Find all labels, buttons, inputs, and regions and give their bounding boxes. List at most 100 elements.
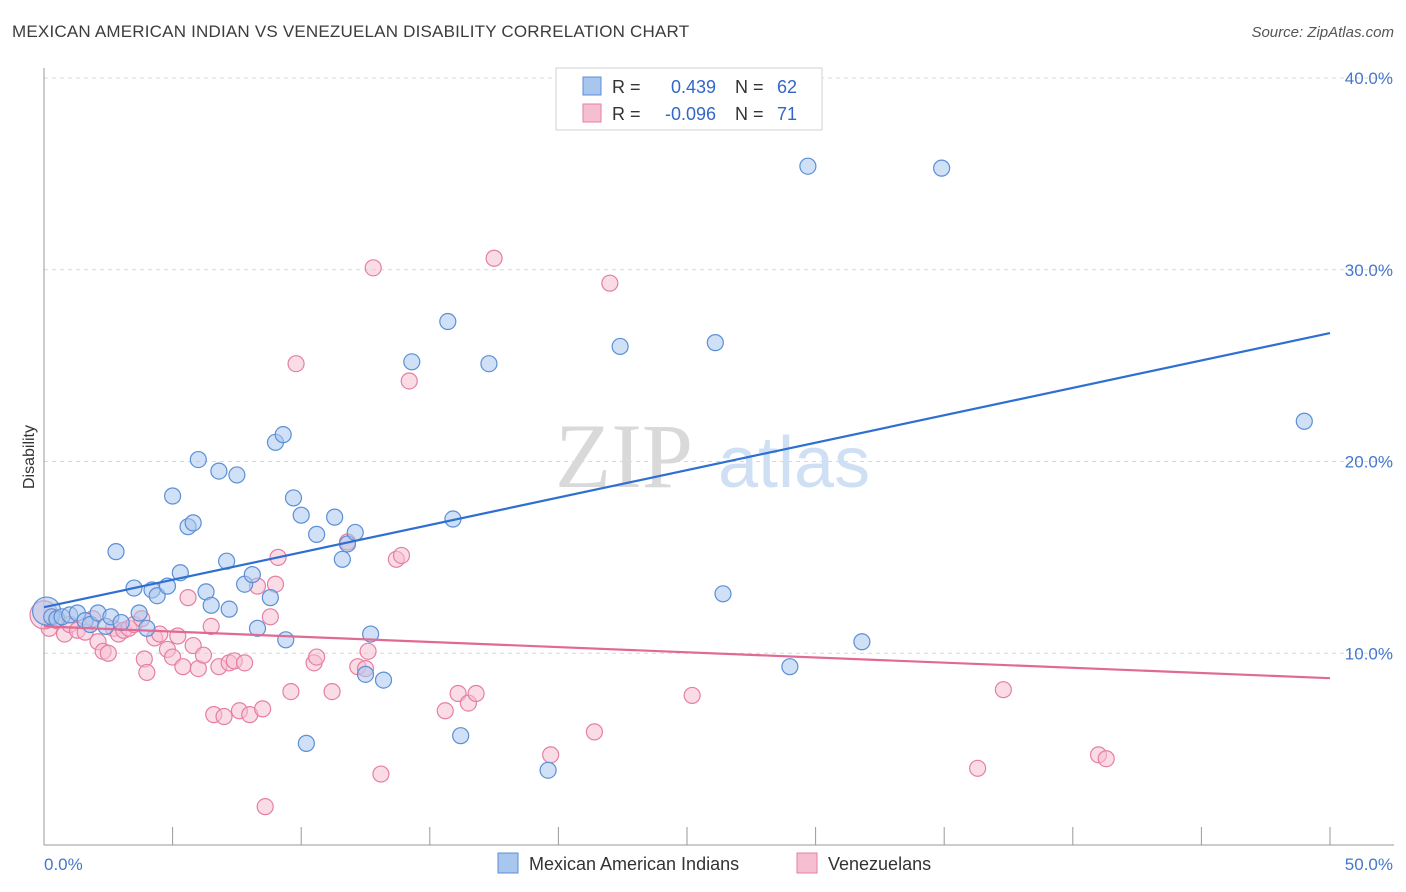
y-tick-label-1: 20.0%: [1345, 453, 1393, 472]
legend-n-value-1: 62: [777, 77, 797, 97]
pink-point-67: [994, 681, 1012, 699]
legend-n-value-2: 71: [777, 104, 797, 124]
x-tick-label-0: 0.0%: [44, 855, 83, 874]
venezuelans-points: [29, 249, 1115, 816]
blue-point-29: [228, 466, 246, 484]
blue-point-61: [1295, 412, 1313, 430]
bottom-legend-label-pink: Venezuelans: [828, 854, 931, 874]
pink-point-27: [194, 646, 213, 664]
pink-point-57: [436, 702, 454, 720]
blue-point-48: [403, 353, 421, 371]
pink-point-43: [282, 682, 300, 701]
pink-point-47: [323, 682, 341, 701]
y-tick-labels: 10.0% 20.0% 30.0% 40.0%: [1345, 69, 1393, 663]
y-tick-label-2: 30.0%: [1345, 261, 1393, 280]
blue-point-28: [220, 600, 238, 618]
chart-title: MEXICAN AMERICAN INDIAN VS VENEZUELAN DI…: [12, 22, 690, 41]
pink-point-69: [1097, 750, 1115, 768]
blue-point-59: [853, 633, 871, 651]
blue-point-40: [308, 525, 326, 543]
blue-point-31: [243, 566, 261, 584]
blue-point-51: [452, 727, 470, 745]
blue-point-22: [184, 514, 202, 532]
blue-point-32: [248, 619, 267, 637]
trend-line-pink: [43, 625, 1331, 680]
pink-point-62: [542, 746, 560, 764]
watermark: ZIP atlas: [555, 405, 870, 507]
pink-point-46: [308, 648, 326, 666]
blue-point-11: [107, 543, 125, 561]
trend-lines: [43, 331, 1331, 680]
pink-point-40: [261, 608, 279, 626]
blue-point-49: [439, 312, 457, 331]
legend-r-label-2: R =: [612, 104, 641, 124]
pink-point-23: [174, 658, 192, 676]
blue-point-19: [164, 487, 182, 505]
blue-point-42: [333, 550, 351, 568]
pink-point-60: [467, 684, 485, 703]
blue-point-26: [210, 462, 228, 480]
blue-point-14: [130, 604, 148, 622]
pink-point-53: [372, 765, 390, 783]
legend-r-label-1: R =: [612, 77, 641, 97]
legend-r-value-2: -0.096: [665, 104, 716, 124]
blue-point-55: [706, 334, 724, 352]
top-legend: R = 0.439 N = 62 R = -0.096 N = 71: [555, 67, 823, 131]
mexican-american-indians-points: [31, 157, 1313, 779]
legend-n-label-2: N =: [735, 104, 764, 124]
pink-point-55: [392, 546, 411, 565]
y-tick-label-3: 40.0%: [1345, 69, 1393, 88]
pink-point-17: [138, 663, 156, 682]
blue-point-45: [356, 665, 375, 683]
blue-point-23: [189, 450, 207, 469]
blue-point-12: [112, 613, 130, 632]
legend-r-value-1: 0.439: [671, 77, 716, 97]
blue-point-53: [539, 761, 557, 779]
pink-point-66: [969, 759, 987, 777]
x-tick-label-1: 50.0%: [1345, 855, 1393, 874]
bottom-legend: Mexican American Indians Venezuelans: [497, 852, 931, 874]
watermark-zip: ZIP: [555, 405, 693, 507]
blue-point-57: [781, 658, 799, 676]
y-tick-label-0: 10.0%: [1345, 644, 1393, 663]
pink-point-39: [256, 798, 274, 816]
blue-point-52: [480, 355, 498, 373]
legend-swatch-pink: [582, 103, 602, 123]
pink-point-65: [683, 686, 701, 705]
blue-point-41: [326, 508, 344, 526]
blue-point-36: [277, 631, 295, 649]
pink-point-44: [287, 355, 305, 373]
pink-point-64: [601, 274, 619, 292]
pink-point-51: [359, 642, 377, 660]
legend-n-label-1: N =: [735, 77, 764, 97]
blue-point-33: [261, 589, 279, 607]
source-credit: Source: ZipAtlas.com: [1251, 24, 1394, 41]
blue-point-58: [799, 157, 817, 175]
bottom-legend-swatch-pink: [796, 852, 818, 874]
pink-point-22: [169, 627, 187, 645]
pink-point-31: [215, 707, 233, 726]
blue-point-25: [202, 596, 220, 614]
bottom-legend-label-blue: Mexican American Indians: [529, 854, 739, 874]
pink-point-38: [254, 700, 272, 718]
blue-point-44: [346, 523, 364, 542]
legend-swatch-blue: [582, 76, 602, 96]
pink-point-52: [364, 259, 382, 277]
pink-point-61: [485, 249, 503, 267]
blue-point-56: [714, 585, 732, 603]
blue-point-60: [933, 159, 951, 177]
pink-point-56: [400, 372, 418, 390]
pink-point-28: [202, 617, 220, 636]
blue-point-15: [138, 619, 156, 637]
blue-point-54: [611, 337, 629, 356]
pink-point-9: [99, 644, 117, 662]
blue-point-35: [274, 426, 292, 444]
y-axis-label: Disability: [21, 425, 38, 489]
grid-lines: [44, 77, 1394, 654]
blue-point-39: [297, 734, 315, 752]
pink-point-35: [236, 654, 254, 672]
pink-point-63: [585, 723, 604, 741]
blue-point-37: [284, 489, 303, 507]
blue-point-47: [374, 671, 393, 689]
